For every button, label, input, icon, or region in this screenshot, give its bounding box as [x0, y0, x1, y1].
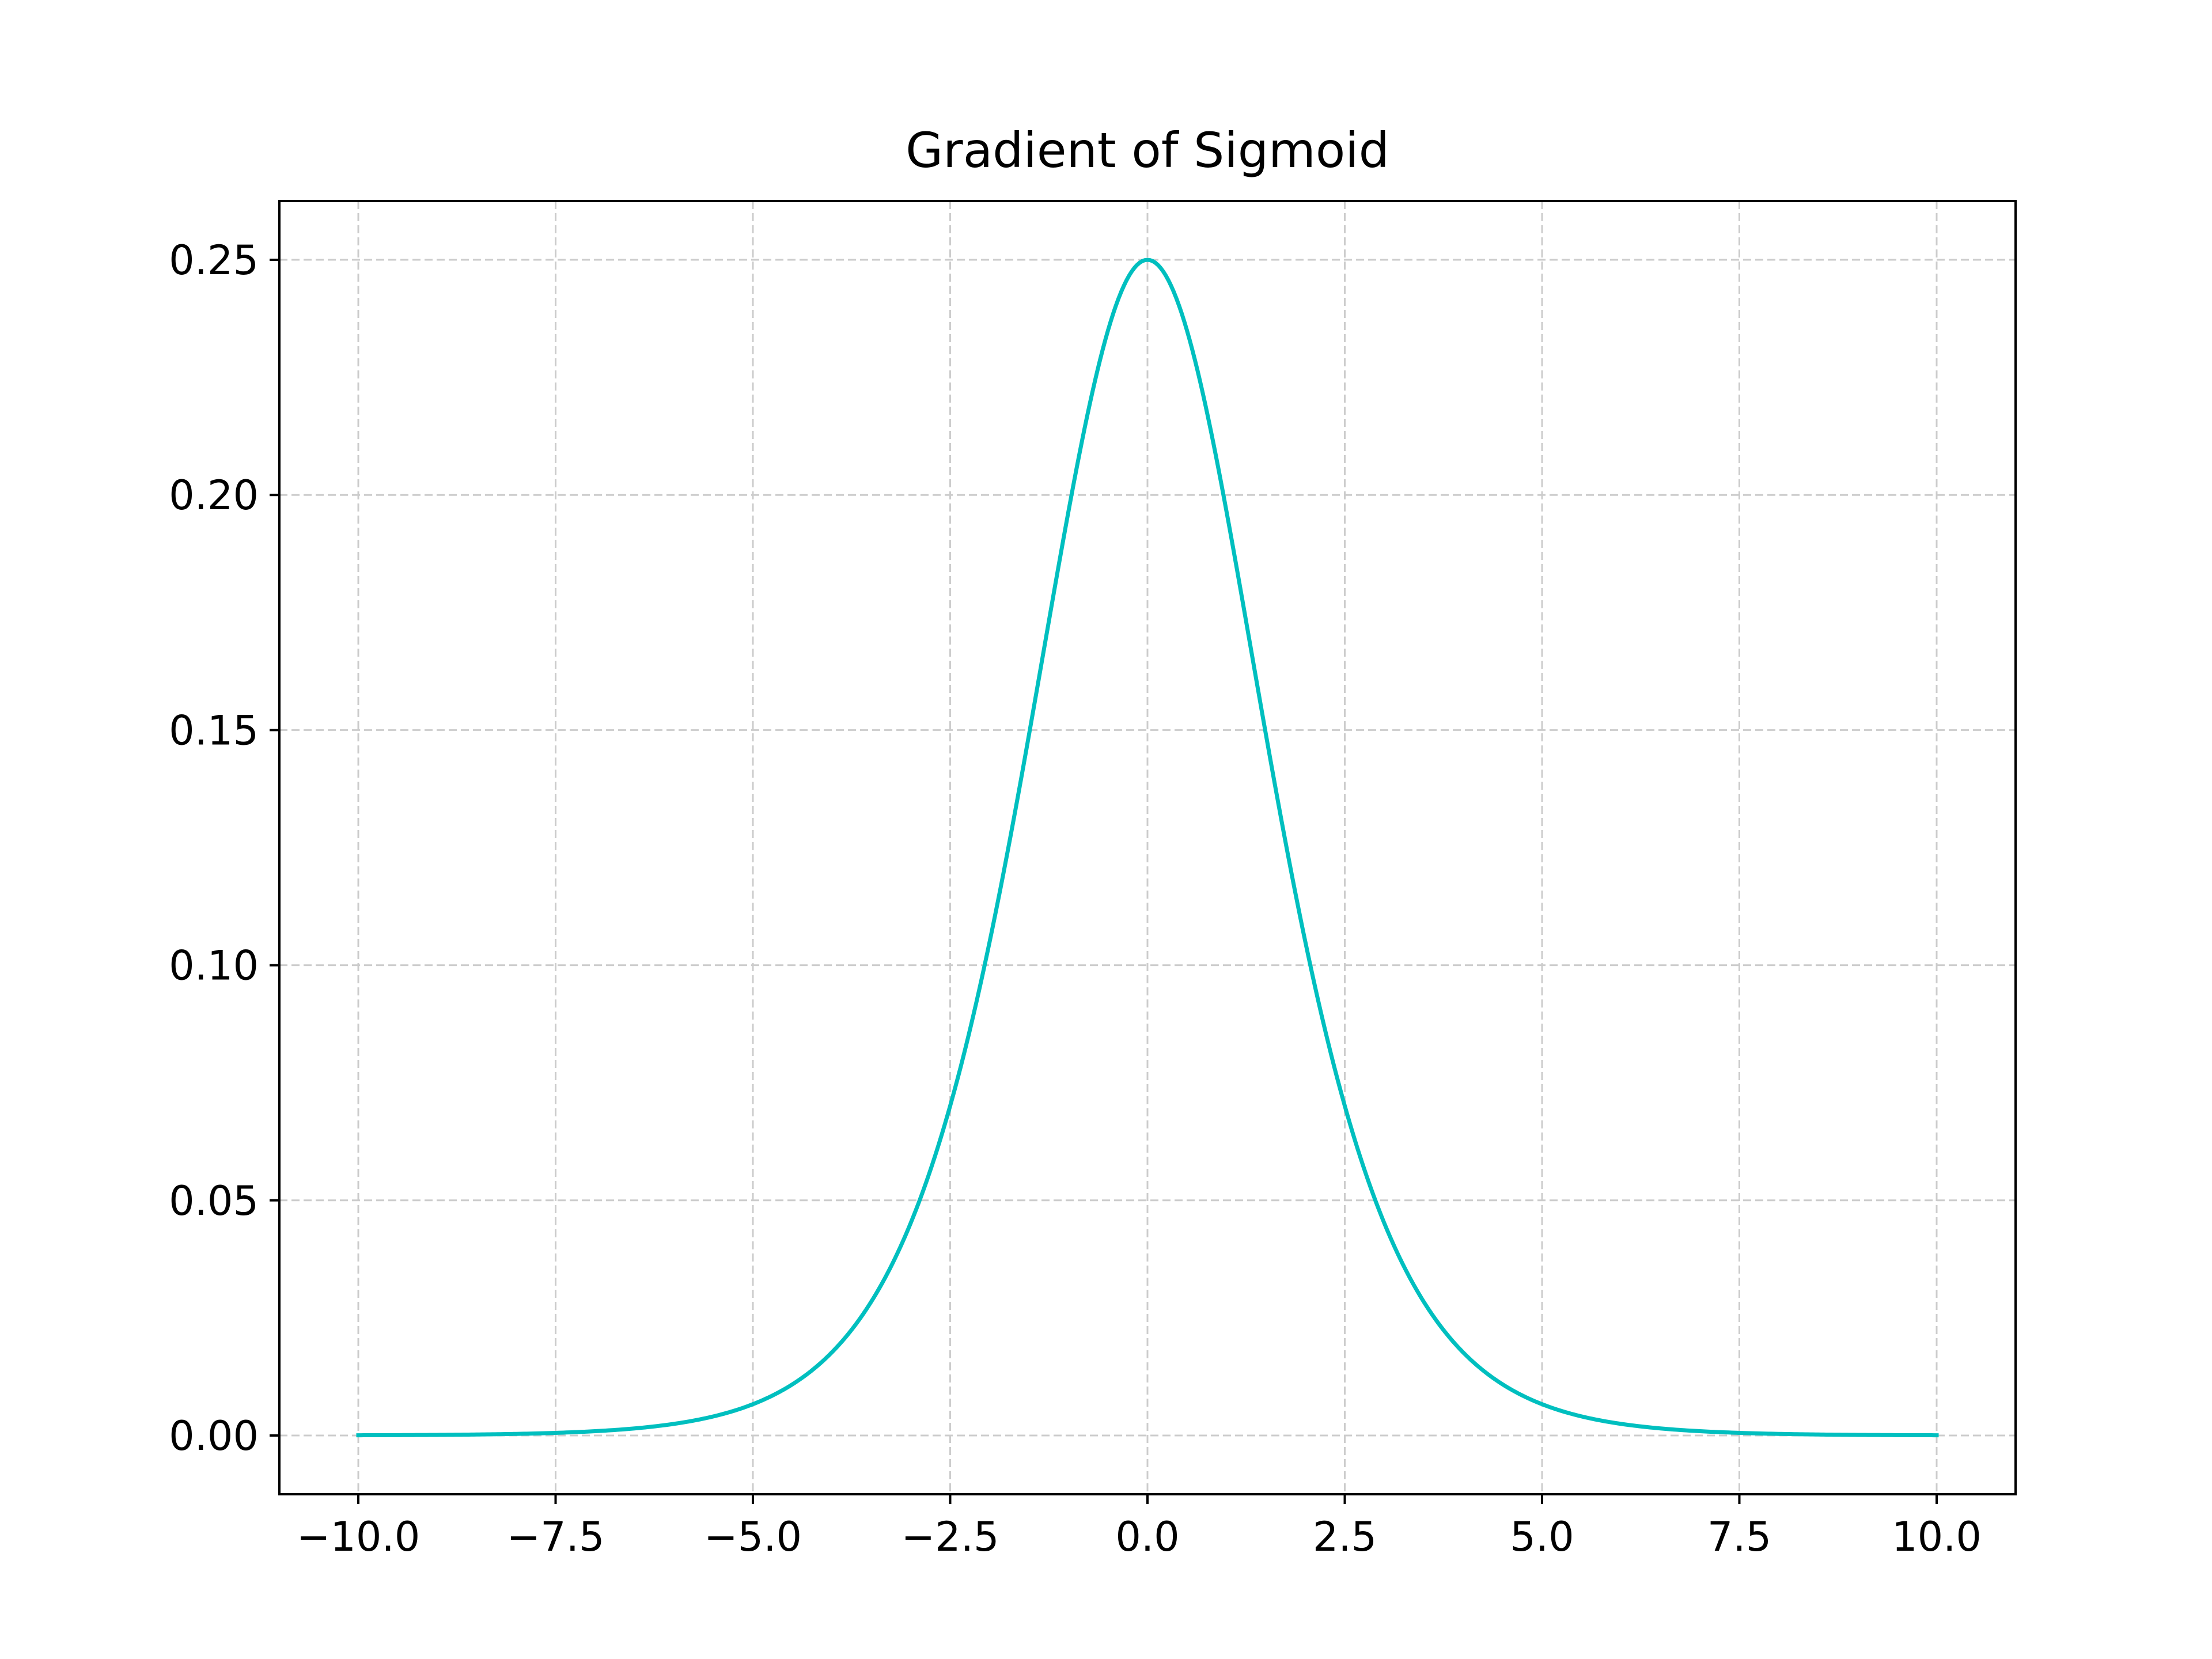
grid-layer — [279, 201, 2016, 1494]
y-tick-label: 0.05 — [169, 1177, 259, 1225]
y-tick-label: 0.00 — [169, 1412, 259, 1460]
x-tick-label: 5.0 — [1510, 1513, 1574, 1560]
x-tick-label: −5.0 — [704, 1513, 802, 1560]
y-tick-label: 0.25 — [169, 237, 259, 284]
x-tick-label: −7.5 — [507, 1513, 605, 1560]
series-line — [356, 257, 1939, 1438]
x-tick-label: 2.5 — [1313, 1513, 1377, 1560]
x-tick-label: −10.0 — [297, 1513, 421, 1560]
series-layer — [356, 257, 1939, 1438]
x-tick-label: 0.0 — [1115, 1513, 1179, 1560]
y-tick-label: 0.10 — [169, 942, 259, 990]
x-axis: −10.0 −7.5 −5.0 −2.5 0.0 2.5 5.0 7.5 10.0 — [297, 1494, 1982, 1560]
x-tick-label: 10.0 — [1892, 1513, 1982, 1560]
x-tick-label: −2.5 — [902, 1513, 999, 1560]
y-axis: 0.00 0.05 0.10 0.15 0.20 0.25 — [169, 237, 279, 1460]
y-tick-label: 0.20 — [169, 472, 259, 519]
chart-title: Gradient of Sigmoid — [906, 122, 1389, 179]
x-tick-label: 7.5 — [1707, 1513, 1771, 1560]
y-tick-label: 0.15 — [169, 707, 259, 754]
